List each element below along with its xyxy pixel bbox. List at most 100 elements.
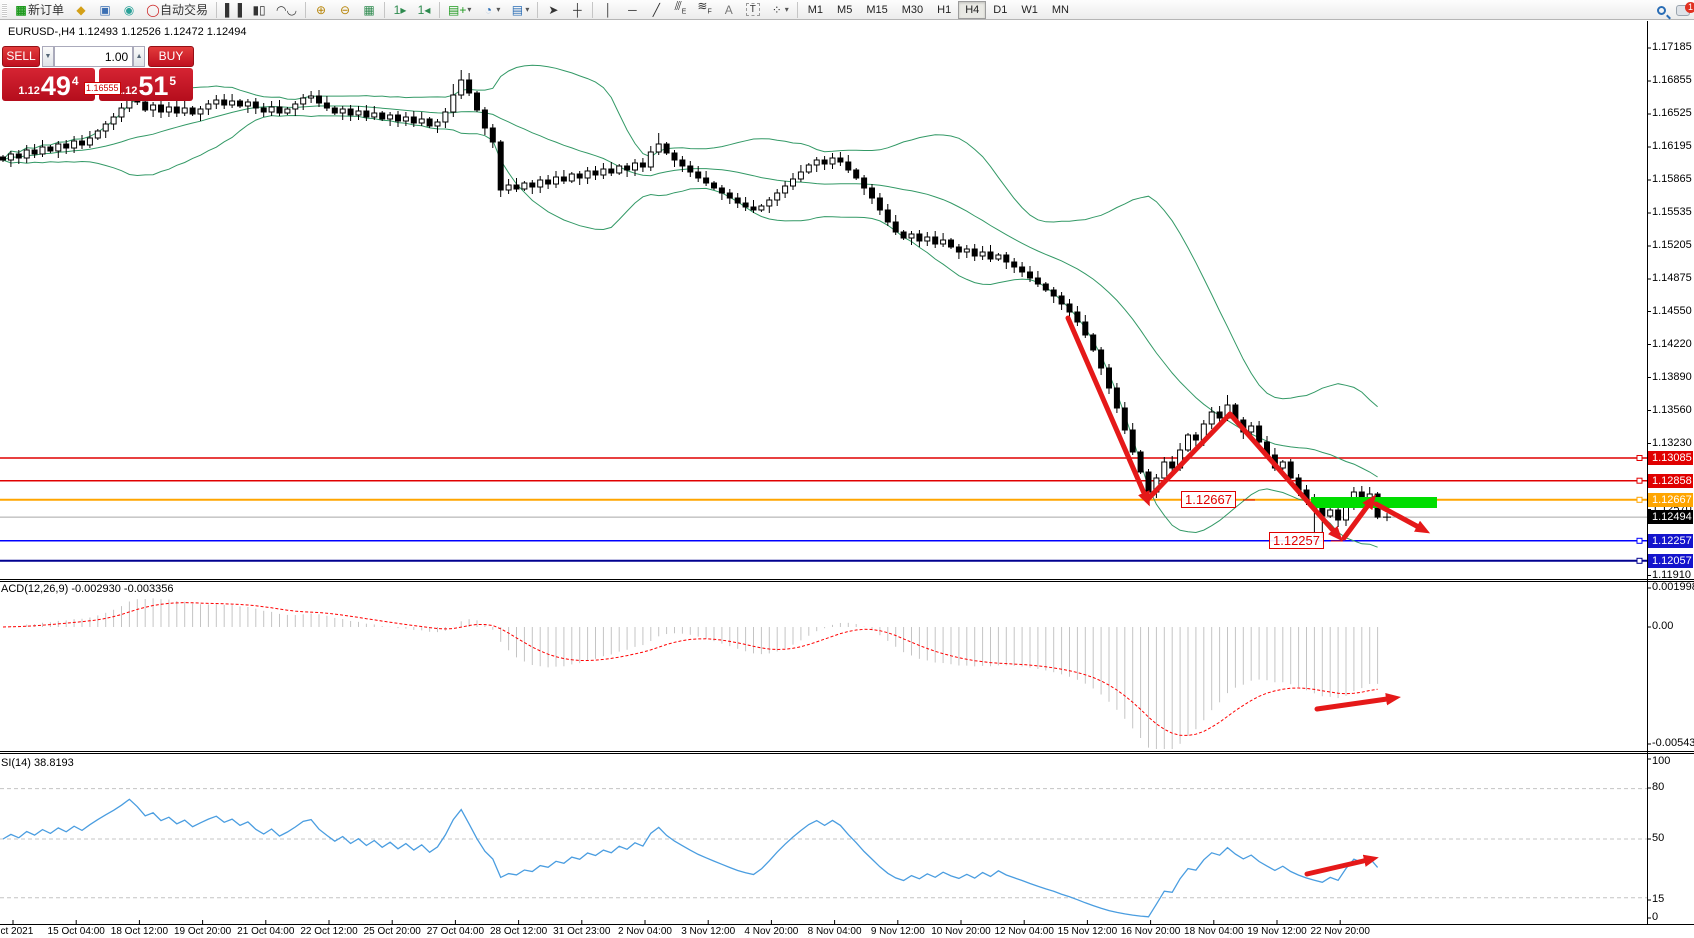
price-tick: 1.14875 <box>1652 272 1692 284</box>
styles-button[interactable]: ◆ <box>69 1 93 19</box>
buy-price-prefix: 1.12 <box>115 85 138 97</box>
autotrade-button[interactable]: ◯ 自动交易 <box>141 1 213 19</box>
time-axis-label: 22 Nov 20:00 <box>1310 926 1370 937</box>
sell-button[interactable]: SELL <box>2 46 40 67</box>
rsi-value: 38.8193 <box>34 757 74 769</box>
new-order-button[interactable]: ▦ 新订单 <box>9 1 69 19</box>
periods-button[interactable]: ◔ ▾ <box>476 1 505 19</box>
time-axis-label: 8 Nov 04:00 <box>807 926 862 937</box>
time-axis-label: 31 Oct 23:00 <box>553 926 611 937</box>
line-chart-button[interactable]: ◠◡ <box>271 1 302 19</box>
price-tick: 1.15205 <box>1652 239 1692 251</box>
timeframe-mn[interactable]: MN <box>1051 3 1069 16</box>
tile-windows-icon: ▦ <box>363 2 375 17</box>
auto-scroll-button[interactable]: 1▸ <box>388 1 412 19</box>
timeframe-h4[interactable]: H4 <box>958 0 987 19</box>
fibonacci-icon: ≋F <box>697 0 712 16</box>
trendline-tool-button[interactable]: ╱ <box>644 1 668 19</box>
rsi-axis-tick: 15 <box>1652 893 1665 905</box>
sell-price-prefix: 1.12 <box>18 85 40 97</box>
chat-icon[interactable]: 1 <box>1676 1 1694 16</box>
candle-chart-button[interactable]: ▮▯ <box>247 1 271 19</box>
volume-decrease-button[interactable]: ▼ <box>42 46 54 67</box>
bar-chart-icon: ▌▐ <box>225 2 243 17</box>
rsi-pane-label: SI(14) 38.8193 <box>1 757 74 769</box>
price-tick: 1.11910 <box>1652 568 1691 581</box>
price-line-badge: 1.12494 <box>1648 510 1693 525</box>
timeframe-toolbar: M1 M5 M15 M30 H1 H4 D1 W1 MN <box>801 0 1076 19</box>
chart-title: EURUSD-,H4 1.12493 1.12526 1.12472 1.124… <box>8 26 247 38</box>
toolbar-separator <box>592 1 594 18</box>
timeframe-m5[interactable]: M5 <box>837 3 853 16</box>
price-annotation[interactable]: 1.16555 <box>84 82 121 95</box>
volume-increase-button[interactable]: ▲ <box>133 46 145 67</box>
zoom-in-button[interactable]: ⊕ <box>309 1 333 19</box>
line-chart-icon: ◠◡ <box>276 2 297 17</box>
timeframe-m1[interactable]: M1 <box>807 3 824 16</box>
chart-shift-button[interactable]: 1◂ <box>412 1 436 19</box>
volume-input[interactable] <box>53 46 134 67</box>
hline-tool-button[interactable]: ─ <box>620 1 644 19</box>
sell-price-button[interactable]: 1.12 49 4 <box>2 68 95 101</box>
timeframe-w1[interactable]: W1 <box>1021 3 1038 16</box>
toolbar-separator <box>384 1 385 18</box>
price-tick: 1.15535 <box>1652 206 1692 218</box>
timeframe-d1[interactable]: D1 <box>993 3 1008 16</box>
time-axis-label: 18 Nov 04:00 <box>1184 926 1244 937</box>
text-icon: A <box>724 2 733 17</box>
toolbar-grip[interactable] <box>2 2 7 17</box>
crosshair-tool-button[interactable]: ┼ <box>565 1 589 19</box>
trade-controls-row: SELL ▼ ▲ BUY <box>2 46 194 67</box>
arrows-tool-button[interactable]: ⁘ ▾ <box>765 1 794 19</box>
macd-name: ACD(12,26,9) <box>1 583 69 595</box>
horizontal-line-icon: ─ <box>628 2 637 17</box>
timeframe-m30[interactable]: M30 <box>901 3 924 16</box>
label-tool-button[interactable]: T <box>741 1 765 19</box>
sell-price-main: 49 <box>40 71 71 101</box>
price-tick: 1.14220 <box>1652 337 1692 350</box>
new-order-icon: ▦ <box>15 2 27 17</box>
time-axis-label: 9 Nov 12:00 <box>870 926 925 937</box>
dropdown-caret-icon: ▾ <box>784 5 789 14</box>
market-button[interactable]: ◉ <box>117 1 141 19</box>
tile-windows-button[interactable]: ▦ <box>357 1 381 19</box>
price-line-badge: 1.12257 <box>1648 533 1693 548</box>
dropdown-caret-icon: ▾ <box>525 5 530 14</box>
rsi-axis-tick: 50 <box>1652 832 1665 844</box>
templates-button[interactable]: ▤ ▾ <box>505 1 534 19</box>
bar-chart-button[interactable]: ▌▐ <box>220 1 247 19</box>
price-line-badge: 1.12667 <box>1648 492 1693 507</box>
cursor-tool-button[interactable]: ➤ <box>541 1 565 19</box>
channel-icon: ⫻E <box>674 0 687 16</box>
trendline-icon: ╱ <box>652 2 661 17</box>
fibonacci-tool-button[interactable]: ≋F <box>692 0 716 19</box>
metaeditor-button[interactable]: ▣ <box>93 1 117 19</box>
zoom-out-button[interactable]: ⊖ <box>333 1 357 19</box>
price-tag-annotation[interactable]: 1.12667 <box>1181 491 1236 508</box>
vline-tool-button[interactable]: │ <box>596 1 620 19</box>
price-line-badge: 1.12057 <box>1648 553 1693 568</box>
time-axis-label: 19 Nov 12:00 <box>1247 926 1307 937</box>
time-axis-label: 22 Oct 12:00 <box>300 926 358 937</box>
vertical-line-icon: │ <box>604 2 613 17</box>
gold-icon: ◆ <box>76 2 86 17</box>
price-tag-annotation[interactable]: 1.12257 <box>1269 532 1324 549</box>
text-tool-button[interactable]: A <box>717 1 741 19</box>
indicators-button[interactable]: ▤+ ▾ <box>443 1 476 19</box>
toolbar-separator <box>216 1 218 18</box>
timeframe-h1[interactable]: H1 <box>937 3 952 16</box>
time-axis-label: 16 Nov 20:00 <box>1120 926 1181 937</box>
search-icon[interactable] <box>1657 5 1666 15</box>
buy-button[interactable]: BUY <box>148 46 194 67</box>
time-axis-label: 15 Oct 04:00 <box>47 926 105 937</box>
macd-pane-label: ACD(12,26,9) -0.002930 -0.003356 <box>1 583 173 595</box>
timeframe-m15[interactable]: M15 <box>866 3 888 16</box>
price-line-badge: 1.12858 <box>1648 473 1693 488</box>
toolbar-separator <box>305 1 306 18</box>
price-tick: 1.13890 <box>1652 370 1692 383</box>
crosshair-icon: ┼ <box>573 2 582 17</box>
dropdown-caret-icon: ▾ <box>467 5 472 14</box>
time-axis-label: 2 Nov 04:00 <box>618 926 672 937</box>
channel-tool-button[interactable]: ⫻E <box>668 0 692 19</box>
